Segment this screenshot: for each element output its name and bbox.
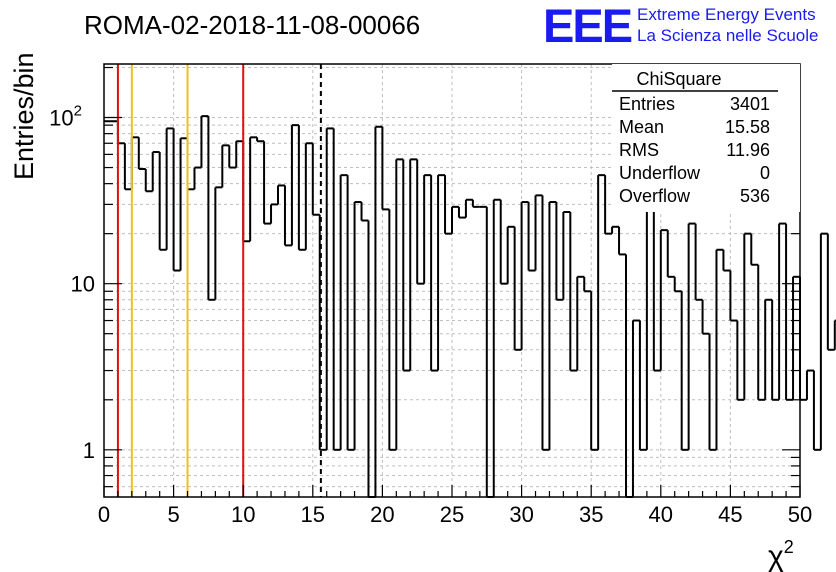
reference-lines (116, 64, 322, 497)
stats-value: 536 (740, 186, 770, 206)
y-tick-label: 102 (49, 103, 82, 131)
eee-logo: EEE (543, 0, 632, 52)
run-title: ROMA-02-2018-11-08-00066 (84, 10, 420, 40)
x-tick-label: 35 (579, 502, 603, 527)
x-tick-label: 50 (788, 502, 812, 527)
histogram-bars (104, 115, 836, 498)
x-tick-label: 5 (167, 502, 179, 527)
stats-value: 0 (760, 163, 770, 183)
x-tick-label: 20 (370, 502, 394, 527)
x-tick-label: 25 (440, 502, 464, 527)
y-axis-label: Entries/bin (9, 52, 39, 180)
stats-label: Mean (619, 117, 664, 137)
stats-label: Overflow (619, 186, 691, 206)
x-tick-label: 0 (98, 502, 110, 527)
logo-subtitle-2: La Scienza nelle Scuole (637, 26, 818, 45)
stats-value: 3401 (730, 94, 770, 114)
y-tick-label: 10 (71, 272, 95, 297)
axes: 0 5 10 15 20 25 30 35 40 45 50 1 10 102 (49, 63, 812, 527)
x-tick-label: 30 (509, 502, 533, 527)
x-tick-label: 40 (649, 502, 673, 527)
stats-value: 15.58 (725, 117, 770, 137)
x-tick-label: 10 (231, 502, 255, 527)
stats-box: ChiSquare Entries 3401 Mean 15.58 RMS 11.96 Un… (612, 64, 800, 212)
stats-label: RMS (619, 140, 659, 160)
y-tick-label: 1 (83, 438, 95, 463)
stats-title: ChiSquare (636, 69, 721, 89)
logo-subtitle-1: Extreme Energy Events (637, 5, 816, 24)
x-tick-label: 15 (301, 502, 325, 527)
x-axis-label: χ2 (768, 537, 794, 572)
x-tick-label: 45 (718, 502, 742, 527)
stats-label: Entries (619, 94, 675, 114)
stats-label: Underflow (619, 163, 701, 183)
stats-value: 11.96 (726, 140, 770, 160)
